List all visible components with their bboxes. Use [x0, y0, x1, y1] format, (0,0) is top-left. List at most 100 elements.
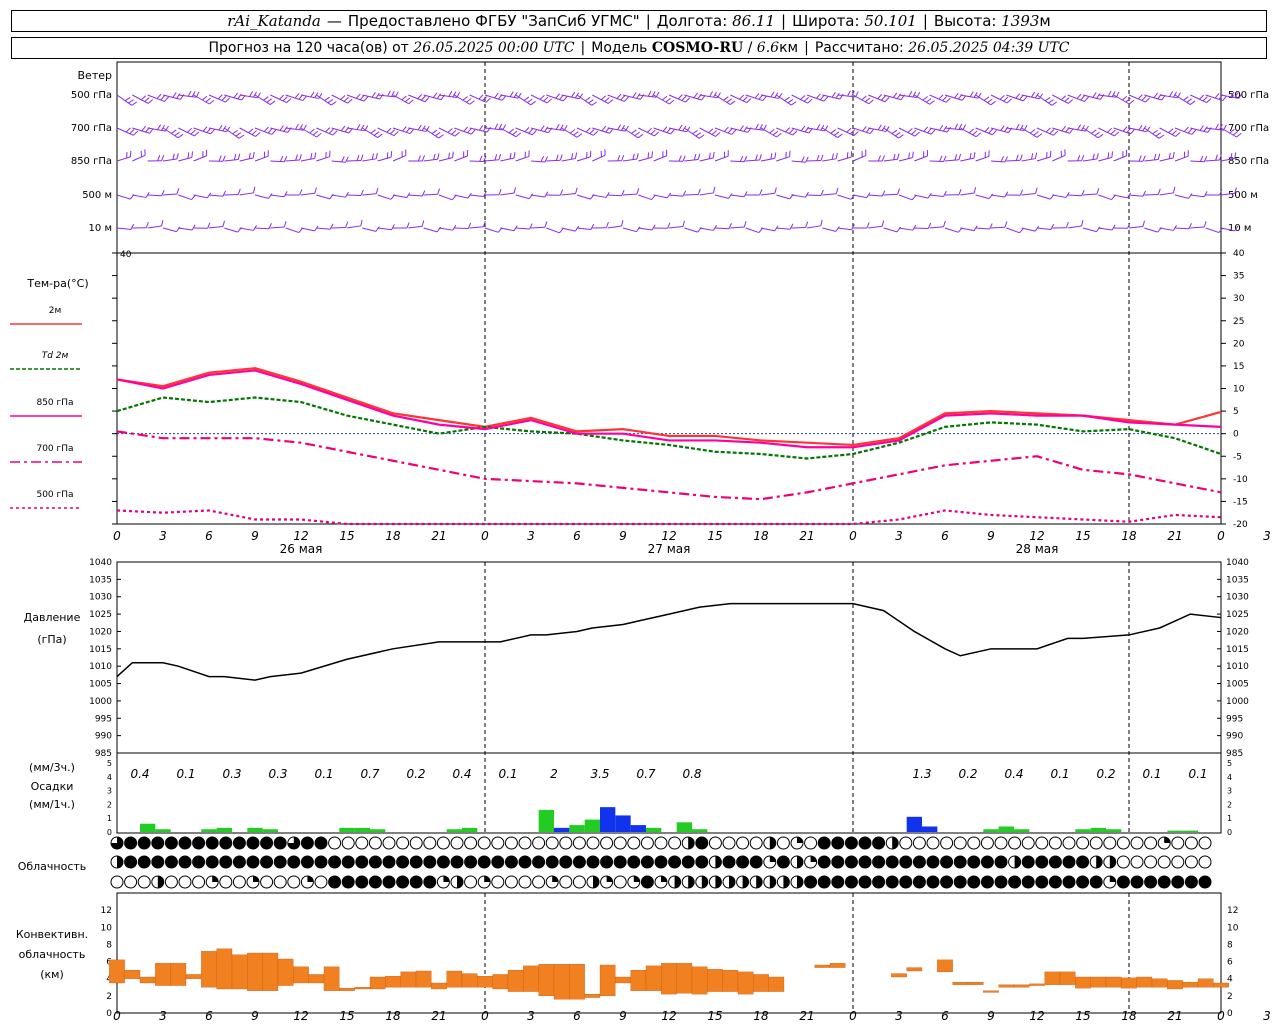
wind-barb: [408, 225, 423, 229]
wind-barb: [730, 194, 745, 198]
wind-barb-flag: [711, 130, 717, 135]
cloud-fill: [954, 856, 967, 868]
cloud-circle: [1008, 836, 1022, 850]
wind-barb-flag: [540, 125, 545, 131]
wind-barb-flag: [437, 188, 441, 195]
wind-barb: [132, 194, 147, 198]
wind-barb-flag: [340, 95, 346, 100]
wind-barb-flag: [467, 127, 472, 134]
wind-barb-flag: [402, 126, 407, 132]
wind-barb: [699, 127, 716, 137]
wind-barb: [1036, 94, 1053, 106]
cloud-fill: [845, 856, 858, 868]
wind-barb-flag: [483, 155, 487, 162]
conv-unit: (км): [40, 968, 64, 981]
wind-barb-flag: [375, 152, 378, 159]
wind-barb-flag: [774, 187, 777, 194]
precip-bar: [1167, 830, 1183, 832]
wind-barb-flag: [1033, 131, 1039, 136]
wind-barb-flag: [524, 127, 530, 133]
conv-bar: [293, 966, 309, 984]
wind-barb: [1174, 155, 1189, 162]
precip-3h-total: 0.7: [636, 767, 655, 781]
cloud-fill: [688, 876, 695, 888]
wind-barb: [239, 94, 258, 99]
wind-barb: [469, 194, 484, 197]
wind-barb-flag: [988, 193, 994, 199]
wind-barb-flag: [425, 126, 430, 132]
wind-barb: [868, 94, 886, 103]
model-name: COSMO-RU: [651, 40, 744, 56]
x-tick-label-bottom: 12: [293, 1009, 308, 1023]
cloud-fill: [206, 856, 219, 868]
wind-barb-flag: [927, 127, 932, 134]
conv-tick-right: 8: [1227, 940, 1233, 950]
cloud-fill: [315, 837, 327, 849]
cloud-fill: [1035, 856, 1048, 868]
wind-barb-flag: [869, 128, 875, 134]
wind-barb: [1159, 157, 1174, 162]
conv-bar: [1167, 980, 1183, 990]
wind-barb-flag: [990, 100, 996, 106]
wind-barb-flag: [892, 92, 898, 98]
cloud-fill: [423, 856, 436, 868]
wind-barb-flag: [316, 132, 322, 138]
wind-barb: [852, 194, 867, 199]
wind-barb-flag: [371, 92, 376, 98]
conv-bar: [1121, 977, 1137, 989]
temp-series-line: [116, 396, 1222, 460]
cloud-fill: [179, 856, 191, 868]
wind-barb-flag: [1077, 124, 1082, 130]
wind-barb-flag: [973, 187, 977, 194]
wind-barb-flag: [161, 154, 165, 161]
wind-barb: [316, 194, 330, 200]
wind-barb: [1190, 94, 1207, 104]
cloud-circle: [328, 836, 342, 850]
wind-barb-flag: [330, 101, 337, 106]
wind-barb-flag: [584, 96, 591, 102]
wind-level-label-left: 850 гПа: [71, 156, 112, 167]
wind-barb-flag: [943, 155, 947, 162]
wind-barb-flag: [754, 93, 760, 99]
wind-barb-flag: [800, 95, 806, 100]
wind-barb-flag: [853, 131, 859, 136]
conv-bar: [1029, 983, 1045, 986]
wind-barb: [760, 192, 775, 196]
precip-tick-right: 3: [1227, 787, 1232, 796]
wind-barb: [622, 94, 641, 100]
wind-barb-flag: [1019, 189, 1024, 196]
cloud-circle: [559, 836, 573, 850]
conv-bar: [737, 971, 754, 995]
wind-barb-flag: [973, 92, 978, 98]
precip-tick-right: 1: [1227, 814, 1232, 823]
wind-barb-flag: [723, 96, 729, 101]
conv-bar: [461, 973, 478, 988]
cloud-circle: [613, 875, 627, 889]
x-tick-label: 12: [293, 529, 308, 543]
precip-bar: [922, 826, 938, 832]
wind-barb: [377, 156, 392, 162]
cloud-fill: [614, 856, 627, 868]
wind-barb-flag: [452, 151, 454, 158]
cloud-fill: [383, 876, 395, 888]
wind-barb-flag: [868, 99, 874, 105]
wind-barb-flag: [989, 223, 993, 230]
wind-barb-flag: [222, 190, 227, 197]
wind-barb-flag: [621, 220, 624, 227]
wind-barb-flag: [145, 221, 149, 228]
wind-barb: [500, 94, 519, 99]
wind-barb: [285, 127, 304, 131]
cloud-circle: [355, 836, 369, 850]
wind-barb: [607, 194, 622, 197]
wind-barb-flag: [221, 95, 227, 101]
wind-barb-flag: [911, 194, 917, 201]
conv-bar: [231, 954, 248, 990]
wind-barb: [423, 193, 438, 196]
cloud-fill: [674, 876, 681, 888]
wind-barb: [484, 94, 503, 101]
cloud-fill: [886, 856, 899, 868]
wind-barb: [1098, 156, 1112, 162]
x-tick-label: 9: [619, 529, 627, 543]
wind-barb-flag: [157, 155, 161, 161]
cloud-circle: [504, 836, 518, 850]
